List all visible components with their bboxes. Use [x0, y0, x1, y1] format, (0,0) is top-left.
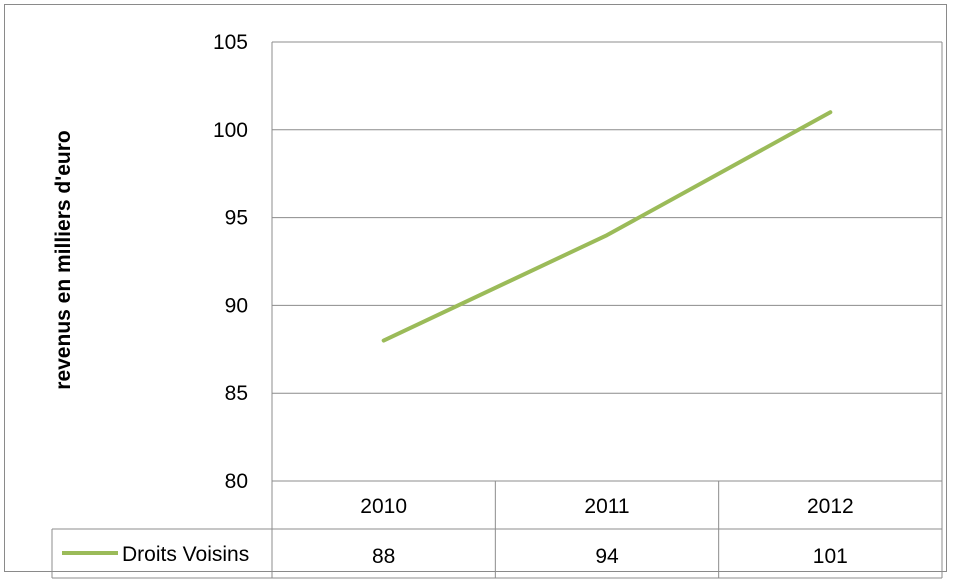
- chart-frame: [4, 4, 947, 572]
- y-tick-label-95: 95: [225, 207, 248, 230]
- data-table: 2010 2011 2012 Droits Voisins 88 94 101: [51, 481, 943, 579]
- series-line-0: [381, 110, 833, 343]
- y-tick-label-100: 100: [213, 119, 248, 142]
- gridlines: [271, 41, 943, 482]
- table-value-2010: 88: [372, 545, 395, 568]
- y-tick-label-90: 90: [225, 294, 248, 317]
- table-value-2012: 101: [813, 545, 848, 568]
- y-tick-label-105: 105: [213, 31, 248, 54]
- y-tick-label-85: 85: [225, 382, 248, 405]
- legend-series-name: Droits Voisins: [122, 543, 249, 566]
- y-axis-ticks: 105 100 95 90 85 80: [213, 31, 248, 493]
- y-axis-label: revenus en milliers d'euro: [52, 130, 75, 389]
- category-label-2010: 2010: [360, 495, 407, 518]
- plot-series: [381, 110, 833, 343]
- table-value-2011: 94: [595, 545, 619, 568]
- y-tick-label-80: 80: [225, 470, 248, 493]
- category-label-2011: 2011: [584, 495, 629, 518]
- category-label-2012: 2012: [807, 495, 854, 518]
